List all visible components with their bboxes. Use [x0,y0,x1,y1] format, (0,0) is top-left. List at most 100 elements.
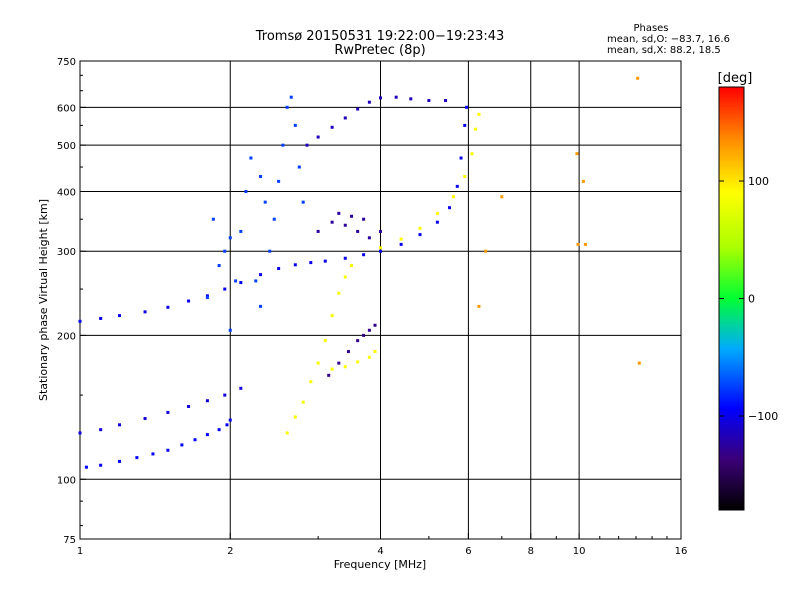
data-point [244,189,248,193]
data-point [444,99,448,103]
data-point [581,179,585,183]
data-point [330,367,334,371]
data-point [289,95,293,99]
data-point [99,463,103,467]
data-point [301,200,305,204]
data-point [418,233,422,237]
data-point [285,105,289,109]
data-point [78,431,82,435]
data-point [367,236,371,240]
data-point [337,291,341,295]
data-point [249,156,253,160]
x-tick-label: 6 [465,546,471,557]
data-point [427,99,431,103]
data-point [316,229,320,233]
data-point [379,249,382,253]
data-point [166,305,170,309]
x-tick-label: 1 [77,546,83,557]
data-point [211,217,215,221]
data-point [399,242,403,246]
data-point [367,355,371,359]
data-point [484,249,488,253]
data-point [254,279,258,283]
data-point [166,448,170,452]
data-point [166,410,170,414]
y-tick-label: 300 [57,247,76,258]
data-point [205,399,209,403]
data-point [343,365,347,369]
y-tick-label: 600 [57,103,76,114]
data-point [362,253,366,257]
data-point [99,428,103,432]
x-tick-label: 16 [675,546,688,557]
data-point [323,339,327,343]
data-point [223,393,227,397]
data-point [205,294,209,298]
data-point [337,211,341,215]
data-point [362,217,366,221]
data-point [259,273,263,277]
data-point [399,237,403,241]
data-point [418,226,422,230]
data-point [180,443,184,447]
data-point [337,361,341,365]
data-point [636,76,640,80]
data-point [576,242,580,246]
data-point [373,350,377,354]
stats-line-o: mean, sd,O: −83.7, 16.6 [607,34,730,45]
data-point [228,328,232,332]
data-point [327,373,331,377]
data-point [367,328,371,332]
stats-header: Phases [633,23,668,34]
data-point [316,361,320,365]
data-point [228,418,232,422]
data-point [234,279,238,283]
data-point [362,333,366,337]
data-point [263,200,267,204]
data-point [575,152,579,156]
data-point [367,100,371,104]
data-point [118,459,122,463]
data-point [379,229,382,233]
data-point [451,195,455,199]
chart-subtitle: RwPretec (8p) [334,43,425,58]
data-point [435,220,439,224]
data-point [459,156,463,160]
data-point [379,246,382,250]
data-point [223,287,227,291]
colorbar: [deg] 100 0 −100 [718,71,778,511]
data-point [205,296,209,300]
data-point [477,112,481,116]
y-tick-label: 100 [57,475,76,486]
plot-area: 1 2 4 6 8 10 16 75 100 200 300 400 500 600 750 [57,57,687,557]
data-point [118,423,122,427]
colorbar-ticks: 100 0 −100 [719,175,778,423]
colorbar-tick-label: 0 [748,293,755,306]
data-point [316,135,320,139]
x-tick-label: 2 [227,546,233,557]
data-point [205,433,209,437]
data-point [268,249,272,253]
grid-lines [80,61,681,539]
data-point [356,339,360,343]
data-point [448,206,452,210]
y-axis-ticks: 75 100 200 300 400 500 600 750 [57,57,86,546]
data-point [435,211,439,215]
data-point [350,214,354,218]
data-point [217,264,221,268]
colorbar-tick-label: −100 [748,410,778,423]
data-point [187,299,191,303]
y-tick-label: 200 [57,331,76,342]
data-point [297,165,301,169]
colorbar-tick-label: 100 [748,175,769,188]
data-point [84,465,88,469]
data-point [330,220,334,224]
data-point [500,195,504,199]
data-point [356,229,360,233]
data-point [463,174,467,178]
data-point [239,229,243,233]
y-tick-label: 75 [63,535,76,546]
data-point [193,438,197,442]
data-point [259,174,263,178]
data-point [301,400,305,404]
